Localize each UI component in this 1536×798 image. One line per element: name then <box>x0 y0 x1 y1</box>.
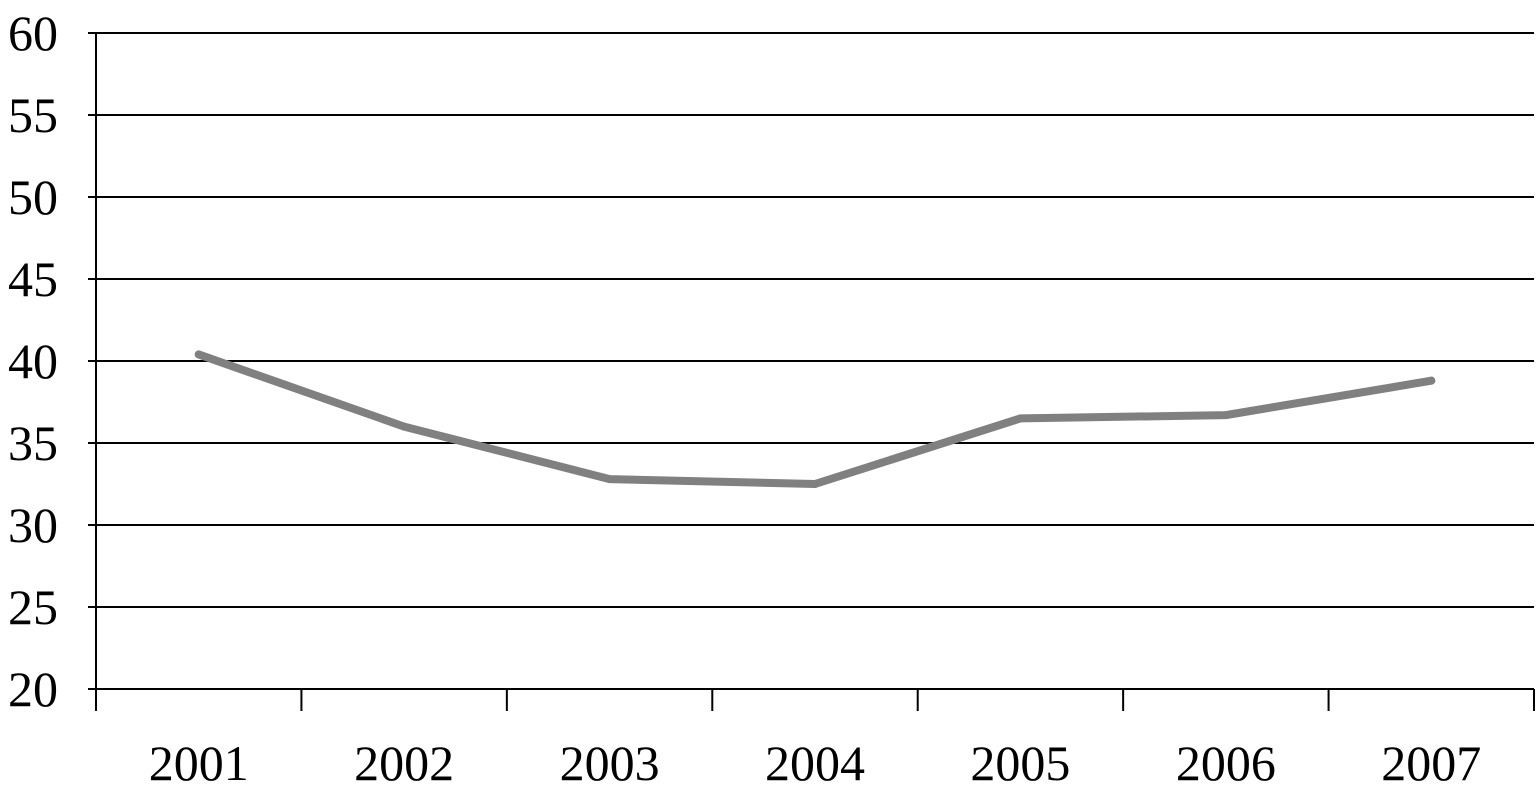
x-tick-label: 2007 <box>1381 735 1481 791</box>
y-tick-label: 35 <box>8 415 58 471</box>
axes <box>88 32 1535 711</box>
x-tick-label: 2002 <box>354 735 454 791</box>
tick-labels: 20 25 30 35 40 45 50 55 60 2001 2002 2003 2004 2005 20… <box>8 5 1481 791</box>
y-tick-label: 50 <box>8 169 58 225</box>
x-tick-label: 2004 <box>765 735 865 791</box>
data-point-2001 <box>194 350 203 359</box>
y-tick-label: 40 <box>8 333 58 389</box>
data-point-2002 <box>400 422 409 431</box>
y-tick-label: 55 <box>8 87 58 143</box>
data-point-2007 <box>1427 376 1436 385</box>
gridlines <box>96 32 1534 690</box>
data-point-2004 <box>811 480 819 488</box>
y-tick-label: 20 <box>8 661 58 717</box>
series-line <box>194 350 1436 488</box>
data-point-2006 <box>1221 411 1230 420</box>
x-tick-label: 2005 <box>970 735 1070 791</box>
y-tick-label: 30 <box>8 497 58 553</box>
series-layer <box>194 350 1436 488</box>
x-tick-label: 2003 <box>560 735 660 791</box>
x-tick-label: 2006 <box>1176 735 1276 791</box>
x-tick-label: 2001 <box>149 735 249 791</box>
y-tick-label: 60 <box>8 5 58 61</box>
data-point-2003 <box>605 475 614 484</box>
y-tick-label: 45 <box>8 251 58 307</box>
data-point-2005 <box>1016 414 1025 423</box>
y-tick-label: 25 <box>8 579 58 635</box>
